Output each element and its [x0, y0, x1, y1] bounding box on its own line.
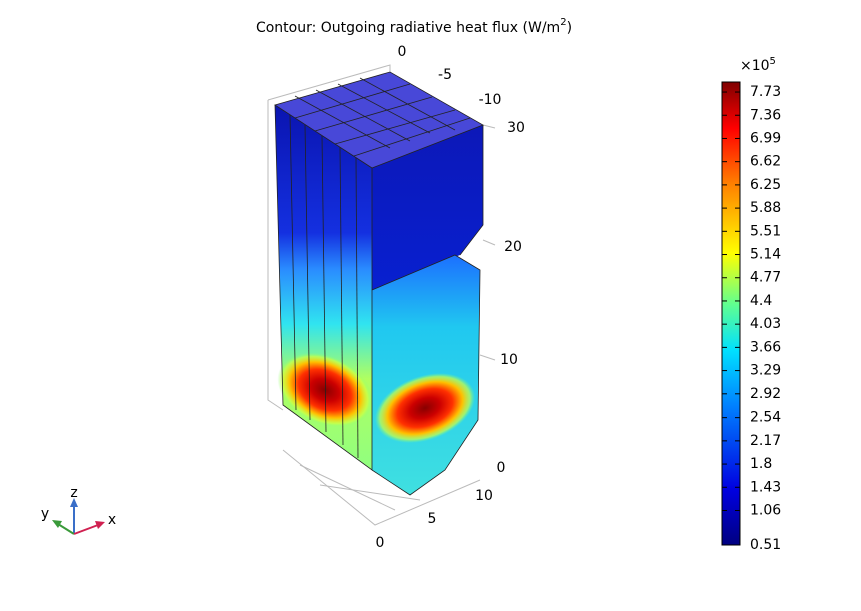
colorbar-tick-label: 5.51 [750, 223, 781, 239]
colorbar-scale [721, 81, 741, 546]
colorbar-tick-label: 0.51 [750, 537, 781, 553]
hot-spot [374, 373, 476, 443]
colorbar-tick-label: 2.92 [750, 386, 781, 402]
axis-triad: z y x [41, 485, 116, 535]
axis-tick-label: 10 [475, 488, 493, 504]
colorbar-tick-label: 4.77 [750, 270, 781, 286]
axis-tick-label: 20 [504, 239, 522, 255]
colorbar-tick-label: 6.62 [750, 154, 781, 170]
axis-tick-label: 0 [376, 535, 385, 551]
triad-label: z [70, 485, 77, 501]
axis-tick-label: -10 [479, 92, 502, 108]
axis-tick-label: 0 [497, 460, 506, 476]
axis-tick-label: -5 [438, 67, 452, 83]
colorbar-tick-label: 5.14 [750, 247, 781, 263]
geometry [274, 71, 484, 496]
axis-tick-label: 30 [507, 120, 525, 136]
triad-label: x [108, 512, 116, 528]
colorbar-tick-label: 1.43 [750, 479, 781, 495]
colorbar-tick-label: 4.03 [750, 316, 781, 332]
axis-tick-label: 0 [398, 44, 407, 60]
colorbar-tick-label: 1.8 [750, 456, 772, 472]
hot-spot [277, 352, 373, 428]
colorbar-tick-label: 7.36 [750, 107, 781, 123]
axis-tick-label: 10 [500, 352, 518, 368]
colorbar: ×105 7.73 7.36 6.99 6.62 6.25 5.88 5.51 5.14 4.7… [721, 56, 781, 553]
colorbar-tick-label: 3.29 [750, 363, 781, 379]
colorbar-tick-label: 4.4 [750, 293, 772, 309]
triad-label: y [41, 506, 49, 522]
colorbar-tick-label: 2.17 [750, 433, 781, 449]
colorbar-tick-label: 1.06 [750, 502, 781, 518]
colorbar-multiplier: ×105 [740, 56, 776, 74]
colorbar-tick-label: 3.66 [750, 339, 781, 355]
right-upper-face [372, 125, 483, 290]
plot-title: Contour: Outgoing radiative heat flux (W… [256, 17, 572, 36]
colorbar-tick-label: 2.54 [750, 410, 781, 426]
colorbar-tick-label: 5.88 [750, 200, 781, 216]
colorbar-tick-label: 6.25 [750, 177, 781, 193]
colorbar-tick-label: 6.99 [750, 130, 781, 146]
axis-box [267, 64, 496, 526]
axis-tick-labels: 0 -5 -10 30 20 10 0 10 5 0 [376, 44, 525, 551]
colorbar-tick-label: 7.73 [750, 84, 781, 100]
axis-tick-label: 5 [428, 511, 437, 527]
